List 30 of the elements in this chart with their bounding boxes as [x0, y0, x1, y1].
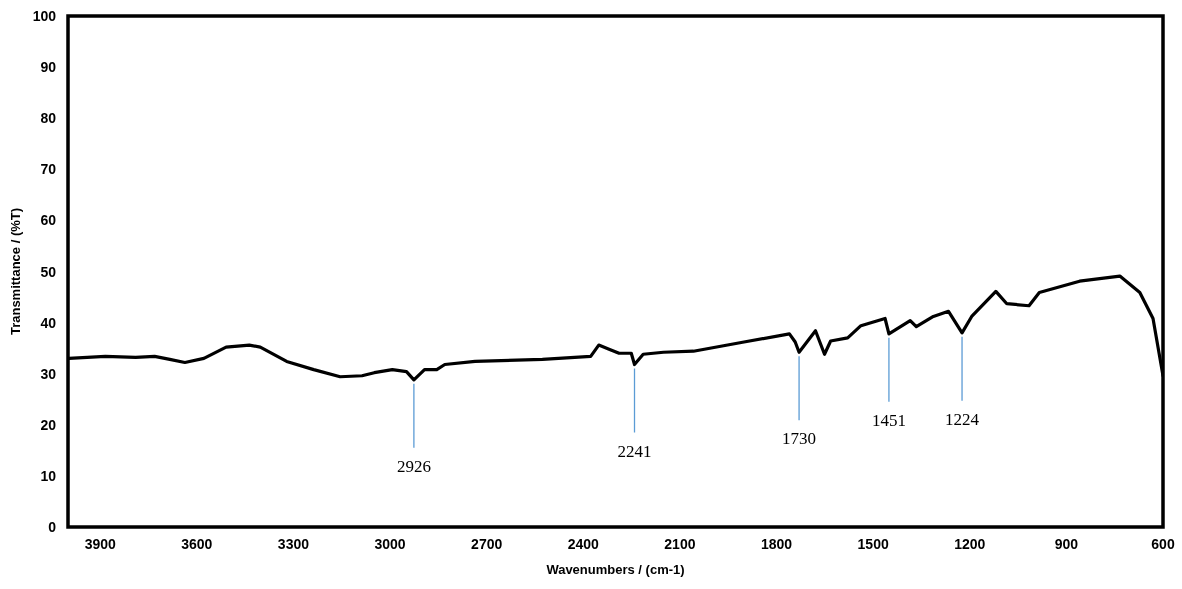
annotation: 1451: [871, 410, 906, 430]
x-tick-label: 900: [1054, 536, 1079, 552]
y-tick-label: 60: [40, 212, 57, 229]
y-tick-label: 20: [40, 416, 57, 433]
x-tick-label: 3300: [277, 536, 310, 552]
x-tick-label: 1800: [760, 536, 793, 552]
y-tick-label: 40: [40, 314, 57, 331]
x-tick-label: 3600: [181, 536, 213, 552]
x-tick-label: 2100: [664, 536, 696, 552]
annotation: 2926: [396, 456, 431, 476]
x-tick-label: 1200: [954, 536, 986, 552]
y-tick-label: 0: [48, 519, 57, 535]
y-tick-label: 10: [40, 467, 57, 484]
x-tick-label: 2700: [471, 536, 503, 552]
y-tick-label: 90: [40, 59, 57, 76]
x-tick-label: 600: [1151, 536, 1175, 552]
x-tick-label: 3000: [374, 536, 406, 552]
y-tick-label: 70: [40, 161, 57, 178]
y-tick-label: 50: [40, 263, 57, 280]
y-tick-label: 100: [32, 8, 57, 24]
y-axis-title: Transmittance / (%T): [8, 207, 23, 336]
x-tick-label: 2400: [567, 536, 600, 552]
x-tick-label: 1500: [857, 536, 889, 552]
y-tick-label: 30: [40, 365, 57, 382]
annotation: 1224: [945, 409, 980, 429]
x-tick-label: 3900: [84, 536, 116, 552]
y-tick-label: 80: [40, 110, 57, 127]
annotation: 2241: [617, 441, 652, 461]
x-axis-title: Wavenumbers / (cm-1): [546, 562, 685, 577]
annotation: 1730: [782, 429, 817, 449]
